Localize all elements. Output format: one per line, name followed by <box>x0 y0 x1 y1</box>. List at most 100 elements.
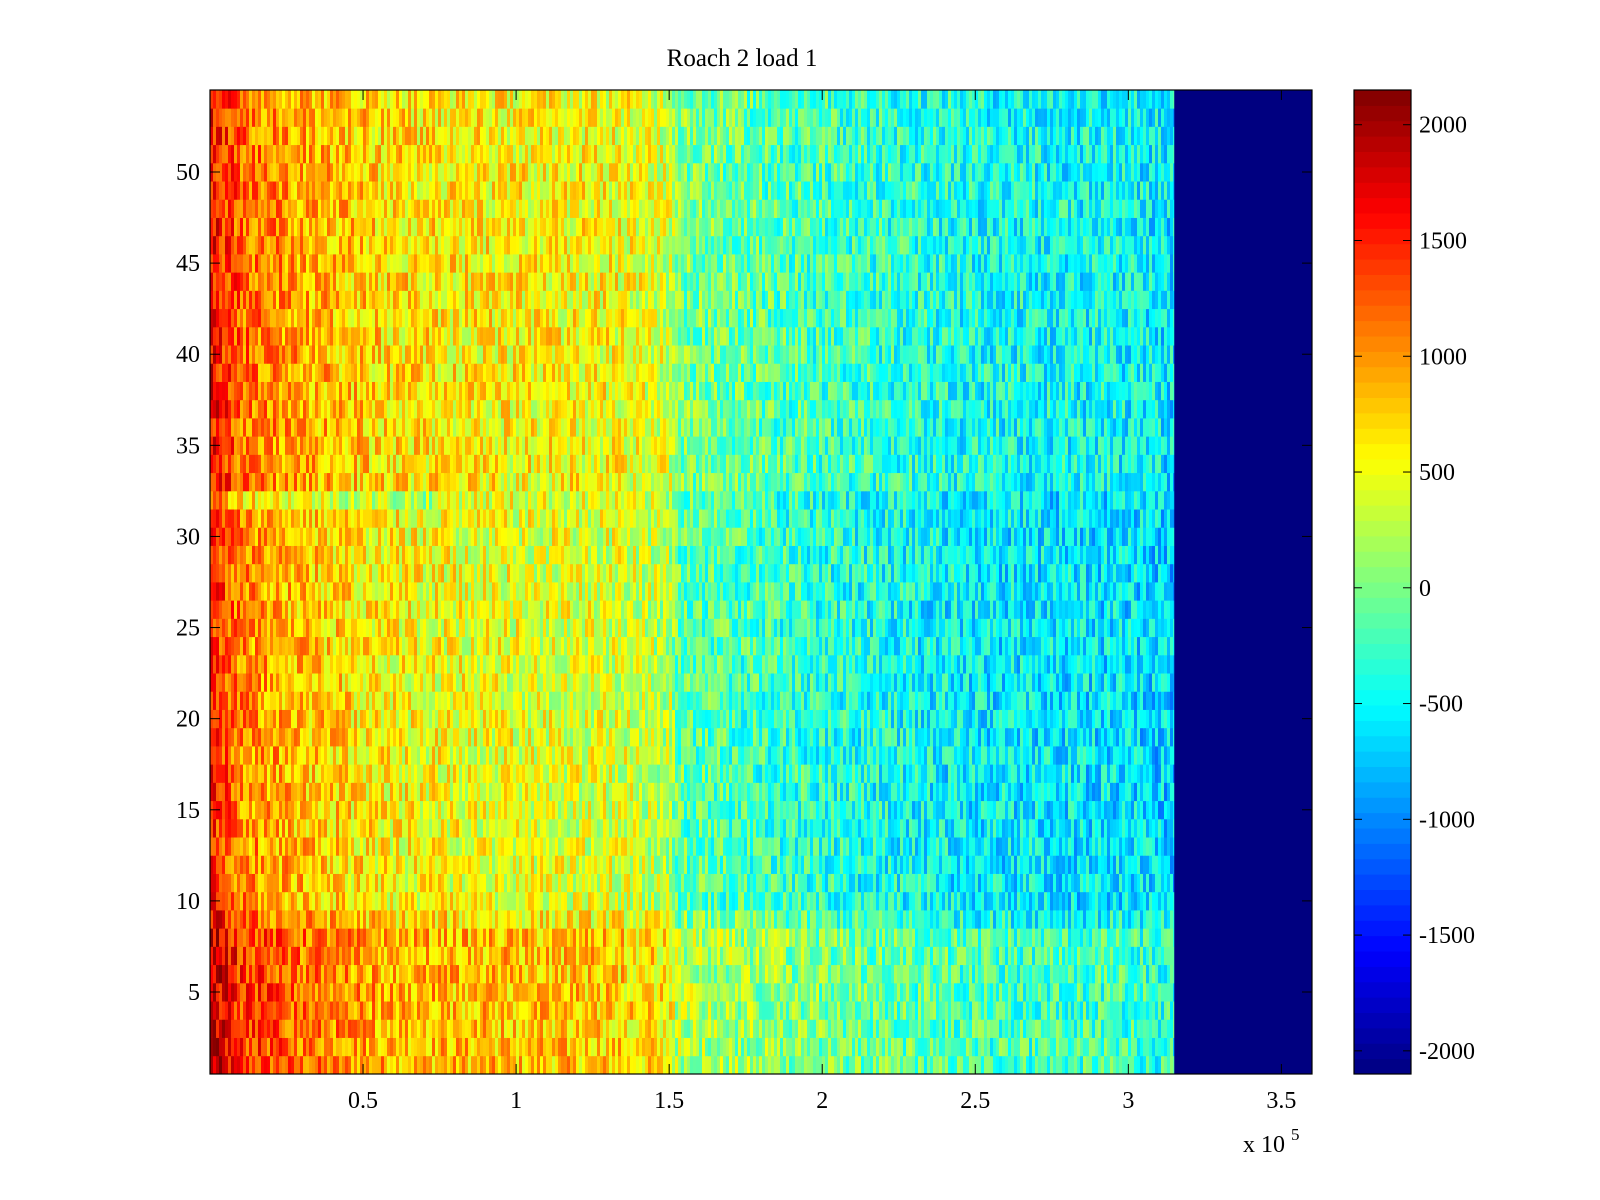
heatmap-cell <box>663 964 667 984</box>
heatmap-cell <box>270 782 274 802</box>
heatmap-cell <box>555 873 559 893</box>
heatmap-cell <box>504 982 508 1002</box>
heatmap-cell <box>762 1055 766 1075</box>
heatmap-cell <box>258 891 262 911</box>
heatmap-cell <box>639 837 643 856</box>
heatmap-cell <box>1011 891 1015 911</box>
heatmap-cell <box>585 1019 589 1038</box>
heatmap-cell <box>399 1019 403 1038</box>
heatmap-cell <box>1101 818 1105 838</box>
heatmap-cell <box>462 837 466 856</box>
heatmap-cell <box>1020 855 1024 874</box>
heatmap-cell <box>1050 1001 1054 1020</box>
heatmap-cell <box>921 910 925 929</box>
heatmap-cell <box>603 800 607 820</box>
heatmap-cell <box>819 837 823 856</box>
heatmap-cell <box>546 837 550 856</box>
heatmap-cell <box>1026 1001 1030 1020</box>
heatmap-cell <box>747 946 751 966</box>
heatmap-cell <box>684 855 688 874</box>
heatmap-cell <box>336 818 340 838</box>
heatmap-cell <box>561 910 565 929</box>
heatmap-cell <box>723 818 727 838</box>
heatmap-cell <box>432 1037 436 1057</box>
heatmap-cell <box>495 1055 499 1075</box>
heatmap-cell <box>1050 928 1054 947</box>
heatmap-cell <box>276 982 280 1002</box>
heatmap-cell <box>495 891 499 911</box>
heatmap-cell <box>375 782 379 802</box>
heatmap-cell <box>1083 800 1087 820</box>
heatmap-cell <box>906 1001 910 1020</box>
heatmap-cell <box>801 818 805 838</box>
heatmap-cell <box>849 818 853 838</box>
heatmap-cell <box>456 1001 460 1020</box>
heatmap-cell <box>714 1019 718 1038</box>
heatmap-cell <box>678 855 682 874</box>
heatmap-cell <box>678 1001 682 1020</box>
heatmap-cell <box>717 855 721 874</box>
heatmap-cell <box>1146 910 1150 929</box>
heatmap-cell <box>732 873 736 893</box>
heatmap-cell <box>558 873 562 893</box>
heatmap-cell <box>399 873 403 893</box>
heatmap-cell <box>828 891 832 911</box>
heatmap-cell <box>237 1019 241 1038</box>
heatmap-cell <box>897 982 901 1002</box>
heatmap-cell <box>702 928 706 947</box>
heatmap-cell <box>906 873 910 893</box>
heatmap-cell <box>681 782 685 802</box>
heatmap-cell <box>324 837 328 856</box>
heatmap-cell <box>741 910 745 929</box>
heatmap-cell <box>738 1019 742 1038</box>
heatmap-cell <box>336 928 340 947</box>
heatmap-cell <box>465 964 469 984</box>
heatmap-cell <box>798 837 802 856</box>
heatmap-cell <box>630 855 634 874</box>
heatmap-cell <box>999 891 1003 911</box>
heatmap-cell <box>1071 800 1075 820</box>
heatmap-cell <box>276 1019 280 1038</box>
heatmap-cell <box>756 855 760 874</box>
heatmap-cell <box>690 800 694 820</box>
heatmap-cell <box>999 873 1003 893</box>
heatmap-cell <box>357 782 361 802</box>
heatmap-cell <box>1035 891 1039 911</box>
heatmap-cell <box>795 946 799 966</box>
heatmap-cell <box>669 1037 673 1057</box>
heatmap-cell <box>1134 818 1138 838</box>
heatmap-cell <box>405 1019 409 1038</box>
heatmap-cell <box>522 982 526 1002</box>
heatmap-cell <box>252 818 256 838</box>
heatmap-cell <box>1089 873 1093 893</box>
heatmap-cell <box>966 818 970 838</box>
heatmap-cell <box>855 837 859 856</box>
heatmap-cell <box>936 1001 940 1020</box>
heatmap-cell <box>639 891 643 911</box>
heatmap-cell <box>351 1019 355 1038</box>
heatmap-cell <box>693 1037 697 1057</box>
heatmap-cell <box>957 1037 961 1057</box>
heatmap-cell <box>246 928 250 947</box>
heatmap-cell <box>759 818 763 838</box>
heatmap-cell <box>642 946 646 966</box>
heatmap-cell <box>957 928 961 947</box>
heatmap-cell <box>879 964 883 984</box>
heatmap-cell <box>369 873 373 893</box>
heatmap-cell <box>561 964 565 984</box>
heatmap-cell <box>360 982 364 1002</box>
heatmap-cell <box>855 964 859 984</box>
heatmap-cell <box>1095 910 1099 929</box>
heatmap-cell <box>645 1037 649 1057</box>
heatmap-cell <box>687 800 691 820</box>
heatmap-cell <box>366 982 370 1002</box>
heatmap-cell <box>483 946 487 966</box>
heatmap-cell <box>498 982 502 1002</box>
heatmap-cell <box>789 818 793 838</box>
heatmap-cell <box>867 800 871 820</box>
heatmap-cell <box>957 946 961 966</box>
heatmap-cell <box>984 1037 988 1057</box>
heatmap-cell <box>903 837 907 856</box>
heatmap-cell <box>768 891 772 911</box>
heatmap-cell <box>972 891 976 911</box>
